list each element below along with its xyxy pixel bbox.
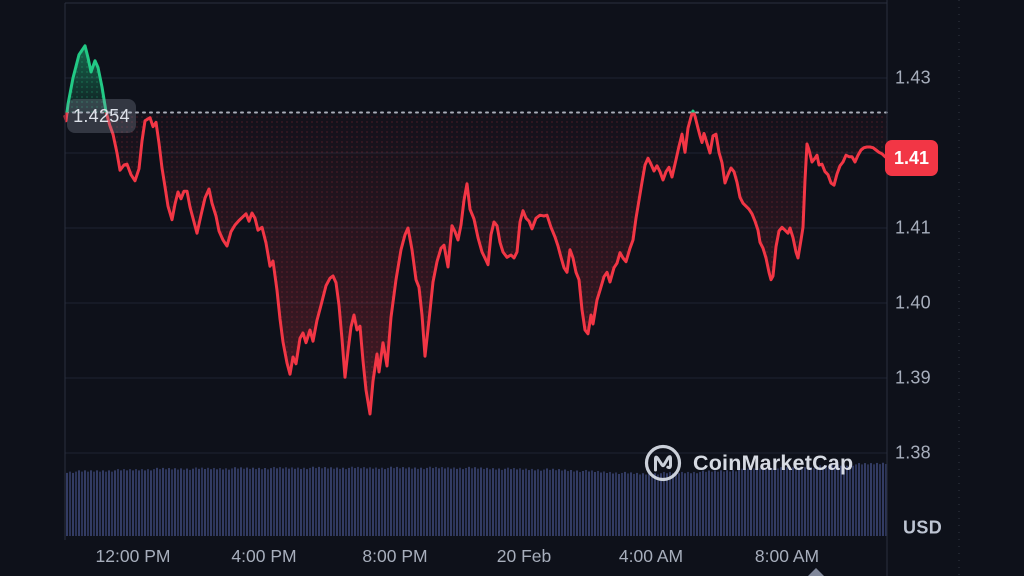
price-line (63, 44, 889, 416)
time-tick-label: 4:00 PM (231, 546, 297, 566)
time-tick-label: 8:00 AM (754, 546, 820, 566)
coinmarketcap-watermark: CoinMarketCap (643, 443, 853, 483)
coinmarketcap-logo-icon (644, 444, 682, 482)
price-area-fill (65, 45, 887, 414)
price-tick-label: 1.40 (895, 292, 931, 313)
scroll-to-now-marker-icon[interactable] (808, 568, 824, 576)
current-price-badge: 1.41 (885, 140, 939, 176)
baseline-price-label: 1.4254 (67, 99, 136, 133)
watermark-text: CoinMarketCap (693, 450, 854, 475)
volume-bars (66, 462, 887, 536)
price-scale-unit: USD (903, 517, 943, 538)
price-tick-label: 1.39 (895, 367, 931, 388)
price-tick-label: 1.41 (895, 217, 931, 238)
time-tick-label: 12:00 PM (95, 546, 171, 566)
baseline-price-value: 1.4254 (73, 105, 130, 126)
price-tick-label: 1.43 (895, 67, 931, 88)
time-tick-label: 8:00 PM (362, 546, 428, 566)
time-tick-label: 4:00 AM (618, 546, 684, 566)
price-tick-label: 1.38 (895, 442, 931, 463)
time-tick-label: 20 Feb (496, 546, 552, 566)
plot-borders (64, 0, 960, 576)
